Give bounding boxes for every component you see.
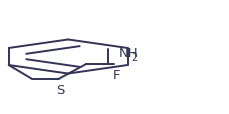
Text: F: F xyxy=(113,69,120,82)
Text: S: S xyxy=(56,83,64,96)
Text: NH: NH xyxy=(118,47,137,60)
Text: 2: 2 xyxy=(131,52,137,62)
